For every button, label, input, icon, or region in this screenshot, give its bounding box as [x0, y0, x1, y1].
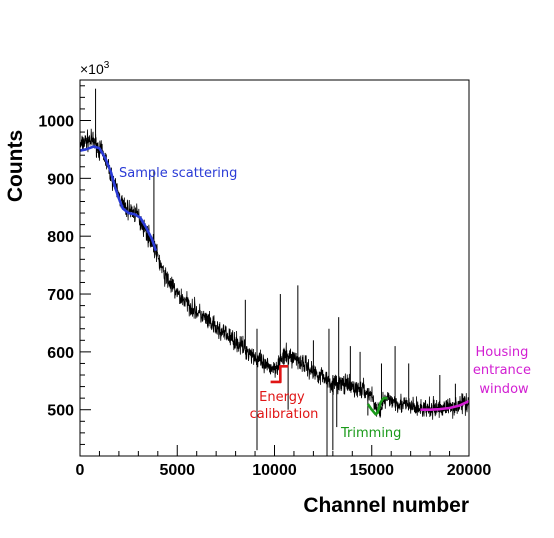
- annotation-housing-line: Housing: [476, 345, 529, 360]
- x-tick-label: 10000: [252, 462, 297, 479]
- x-tick-label: 5000: [159, 462, 195, 479]
- series-line-1: [270, 365, 289, 384]
- y-tick-label: 600: [47, 345, 74, 362]
- y-tick-label: 1000: [38, 113, 74, 130]
- y-multiplier-label: ×103: [80, 60, 110, 77]
- annotation-window-line: window: [479, 382, 529, 397]
- x-tick-label: 0: [76, 462, 85, 479]
- series-line-3: [420, 399, 470, 412]
- series-line-2: [366, 396, 388, 416]
- y-tick-label: 500: [47, 403, 74, 420]
- x-tick-label: 15000: [350, 462, 395, 479]
- annotation-energy-calibration: Energy calibration: [250, 390, 319, 422]
- x-axis-title: Channel number: [303, 494, 469, 517]
- annotation-trimming: Trimming: [340, 426, 401, 441]
- annotation-sample-scattering: Sample scattering: [119, 166, 237, 181]
- series-layer: [79, 145, 470, 416]
- series-line-0: [79, 145, 158, 252]
- ticks-layer: 0 5000 10000 15000 20000 500 600 700 800 900 1000: [38, 85, 492, 479]
- y-tick-label: 700: [47, 287, 74, 304]
- spectrum-trace: [79, 128, 470, 420]
- y-axis-title: Counts: [4, 130, 27, 202]
- annotation-entrance-line: entrance: [473, 363, 531, 378]
- annotation-calibration-line: calibration: [250, 407, 319, 422]
- y-tick-label: 900: [47, 171, 74, 188]
- x-tick-label: 20000: [447, 462, 492, 479]
- annotation-housing-entrance-window: Housing entrance window: [473, 345, 535, 397]
- spectrum-layer: [79, 88, 470, 456]
- y-tick-label: 800: [47, 229, 74, 246]
- annotation-energy-line: Energy: [259, 390, 305, 405]
